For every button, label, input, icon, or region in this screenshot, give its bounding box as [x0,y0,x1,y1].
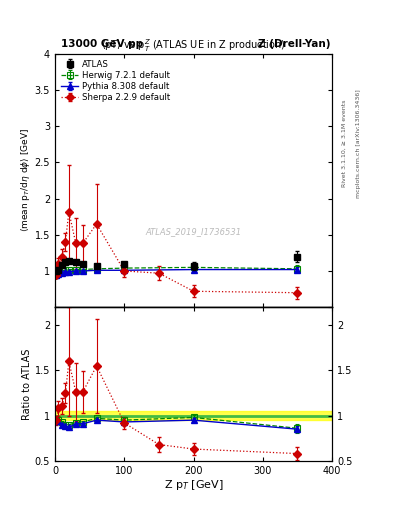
X-axis label: Z p$_T$ [GeV]: Z p$_T$ [GeV] [163,478,224,493]
Text: ATLAS_2019_I1736531: ATLAS_2019_I1736531 [145,227,242,236]
Legend: ATLAS, Herwig 7.2.1 default, Pythia 8.308 default, Sherpa 2.2.9 default: ATLAS, Herwig 7.2.1 default, Pythia 8.30… [59,58,172,104]
Title: $\langle$pT$\rangle$ vs p$_T^Z$ (ATLAS UE in Z production): $\langle$pT$\rangle$ vs p$_T^Z$ (ATLAS U… [101,37,286,54]
Y-axis label: Ratio to ATLAS: Ratio to ATLAS [22,348,32,420]
Text: 13000 GeV pp: 13000 GeV pp [61,38,143,49]
Y-axis label: $\langle$mean p$_T$/d$\eta$ d$\phi\rangle$ [GeV]: $\langle$mean p$_T$/d$\eta$ d$\phi\rangl… [19,129,32,232]
Text: mcplots.cern.ch [arXiv:1306.3436]: mcplots.cern.ch [arXiv:1306.3436] [356,89,361,198]
Text: Z (Drell-Yan): Z (Drell-Yan) [258,38,330,49]
Text: Rivet 3.1.10, ≥ 3.1M events: Rivet 3.1.10, ≥ 3.1M events [342,100,347,187]
